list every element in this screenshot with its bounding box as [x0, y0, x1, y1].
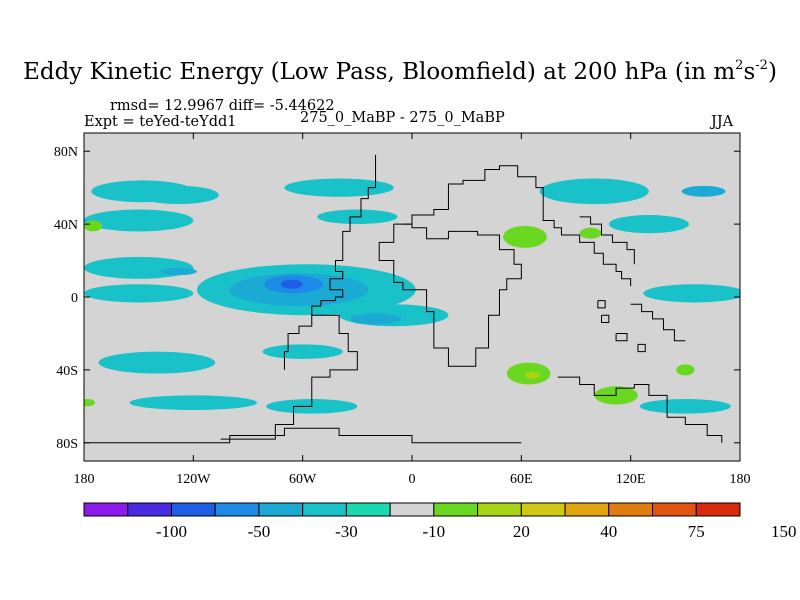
colorbar-label: -10 [423, 522, 446, 541]
contour-green-west-pacific [84, 220, 103, 232]
colorbar-box [520, 502, 566, 517]
x-tick-label: 0 [409, 472, 416, 487]
x-tick-label: 60W [289, 472, 317, 487]
coastline-eurasia-outline [402, 165, 632, 287]
contour-blue-subtropic-pacific [160, 267, 197, 276]
contour-cyan-south-atlantic [262, 344, 343, 359]
x-tick-label: 60E [510, 472, 533, 487]
x-tick-label: 180 [730, 472, 751, 487]
contour-green-arabia [503, 225, 547, 248]
contour-cyan-midlat-pacific [84, 209, 194, 232]
colorbar-box [389, 502, 435, 517]
colorbar: -100 -50 -30 -10 20 40 75 150 [83, 502, 797, 541]
y-tick-label: 80N [54, 145, 78, 160]
coastline-indonesia-islands [630, 303, 686, 342]
colorbar-label: 150 [771, 522, 797, 541]
contour-green-south-pacific-2 [84, 399, 95, 407]
colorbar-box [258, 502, 304, 517]
chart-title: Eddy Kinetic Energy (Low Pass, Bloomfiel… [23, 58, 777, 85]
colorbar-box [345, 502, 391, 517]
coastline-australia-outline [557, 376, 723, 443]
contour-cyan-north-pacific-2 [138, 185, 219, 205]
coastline-islands-2 [615, 332, 628, 342]
contour-cyan-north-atlantic [284, 178, 394, 197]
contour-blue-siberia [681, 185, 726, 197]
contour-cyan-east-pacific-tropic [643, 284, 740, 303]
contour-cyan-subtropic-pacific [84, 256, 194, 279]
colorbar-label: 20 [513, 522, 530, 541]
rmsd-diff-stats: rmsd= 12.9967 diff= -5.44622 [110, 98, 335, 114]
contour-green-china [579, 227, 602, 239]
colorbar-box [695, 502, 741, 517]
colorbar-box [83, 502, 129, 517]
experiment-label: Expt = teYed-teYdd1 [84, 114, 237, 130]
colorbar-box [302, 502, 347, 517]
coastline-asia-east-coast [579, 216, 635, 265]
contour-cyan-southern-ocean [129, 395, 258, 410]
contour-cyan-siberia [539, 178, 649, 205]
coastline-islands-3 [637, 343, 646, 353]
comparison-label: 275_0_MaBP - 275_0_MaBP [300, 110, 505, 126]
y-tick-label: 80S [56, 437, 78, 452]
colorbar-label: 75 [688, 522, 705, 541]
contour-cyan-east-asia [608, 215, 689, 234]
y-tick-label: 40N [54, 218, 78, 233]
colorbar-box [127, 502, 172, 517]
x-tick-label: 120E [616, 472, 646, 487]
contour-yellowgreen-south-africa [524, 371, 540, 379]
coastline-islands-4 [597, 300, 606, 309]
colorbar-box [652, 502, 697, 517]
contour-darker-blue-core [280, 279, 303, 289]
coastline-south-america-west [283, 315, 313, 370]
coastline-antarctica-outline [84, 427, 522, 444]
colorbar-label: -30 [335, 522, 358, 541]
coastline-africa-outline [378, 223, 522, 367]
colorbar-box [564, 502, 610, 517]
y-tick-label: 40S [56, 364, 78, 379]
contour-cyan-south-pacific [98, 351, 216, 374]
colorbar-box [214, 502, 260, 517]
colorbar-label: -100 [156, 522, 187, 541]
contour-cyan-tropic-jet-west [84, 284, 194, 303]
colorbar-box [477, 502, 522, 517]
colorbar-label: 40 [600, 522, 617, 541]
colorbar-label: -50 [248, 522, 271, 541]
colorbar-box [433, 502, 479, 517]
x-tick-label: 120W [176, 472, 211, 487]
colorbar-box [608, 502, 654, 517]
contour-blue-east-atlantic [350, 313, 402, 325]
coastline-americas-outline [220, 154, 377, 440]
contour-green-south-pacific [676, 364, 695, 376]
y-tick-label: 0 [71, 291, 78, 306]
x-tick-label: 180 [74, 472, 95, 487]
colorbar-box [170, 502, 216, 517]
coastline-islands-1 [601, 314, 610, 324]
season-label: JJA [711, 114, 734, 130]
contour-cyan-southern-ocean-3 [639, 399, 731, 414]
